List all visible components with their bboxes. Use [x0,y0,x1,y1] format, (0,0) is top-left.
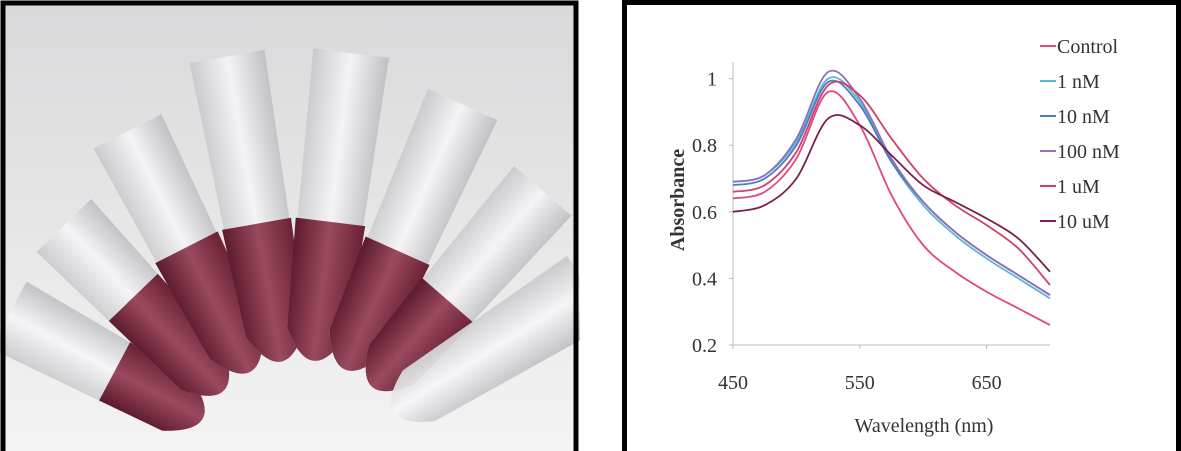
y-tick-label: 0.2 [692,335,717,357]
x-tick-label: 450 [718,372,748,394]
chart: Absorbance Wavelength (nm) 0.2 0.4 0.6 0.8 1… [622,0,1181,451]
x-axis-label: Wavelength (nm) [855,415,994,437]
legend-label: 10 uM [1057,211,1110,233]
tube-photo [0,0,580,451]
figure: Absorbance Wavelength (nm) 0.2 0.4 0.6 0.8 1… [0,0,1181,451]
x-tick-label: 650 [972,372,1002,394]
legend-label: 10 nM [1057,106,1110,128]
x-tick-label: 550 [845,372,875,394]
y-tick-label: 0.6 [692,202,717,224]
legend-label: Control [1057,36,1119,58]
legend-label: 1 nM [1057,71,1100,93]
y-axis-label: Absorbance [667,149,689,251]
y-tick-label: 1 [707,69,717,91]
y-tick-label: 0.8 [692,135,717,157]
legend-label: 1 uM [1057,176,1100,198]
legend-label: 100 nM [1057,141,1120,163]
y-tick-label: 0.4 [692,268,717,290]
